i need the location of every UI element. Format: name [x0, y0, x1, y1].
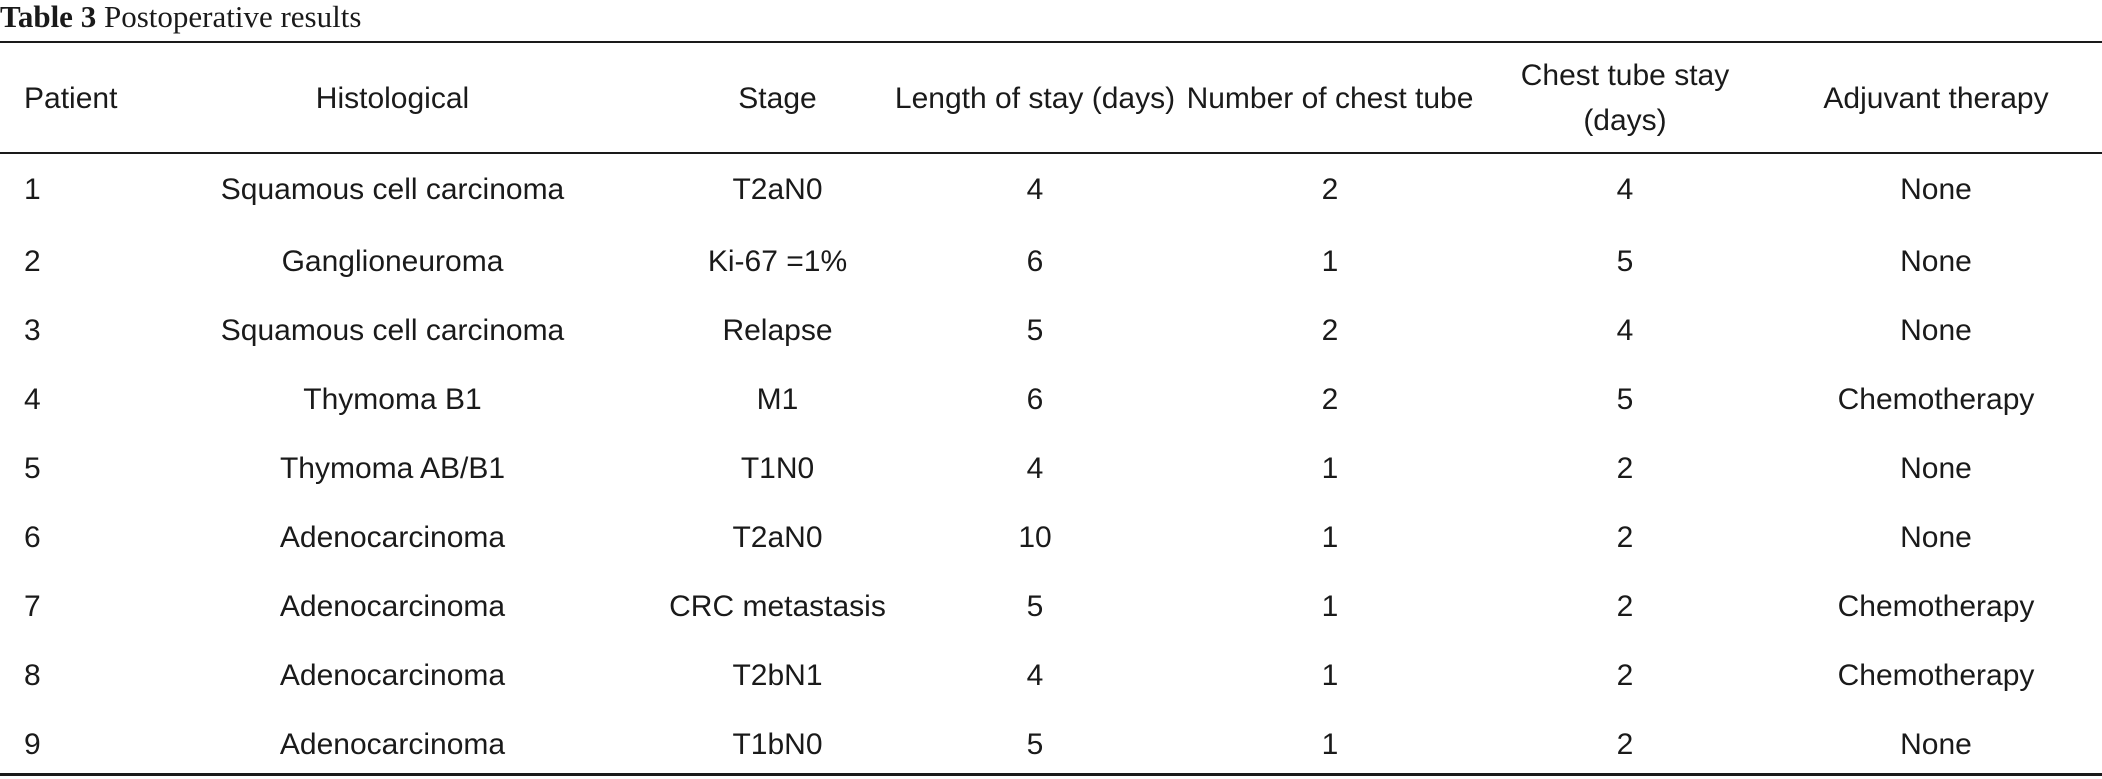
cell-number-of-chest-tube: 1 [1321, 589, 1339, 623]
cell-stage: T1N0 [740, 451, 815, 485]
cell-stage: CRC metastasis [669, 589, 886, 623]
table-row: 3 Squamous cell carcinoma Relapse 5 2 4 None [0, 296, 2102, 365]
cell-histological: Ganglioneuroma [281, 244, 504, 278]
cell-adjuvant-therapy: None [1900, 520, 1972, 554]
cell-histological: Adenocarcinoma [279, 520, 506, 554]
cell-chest-tube-stay: 2 [1616, 727, 1634, 761]
cell-length-of-stay: 6 [1026, 382, 1044, 416]
cell-length-of-stay: 4 [1026, 451, 1044, 485]
cell-number-of-chest-tube: 1 [1321, 727, 1339, 761]
table-bottom-rule [0, 773, 2102, 776]
table-row: 4 Thymoma B1 M1 6 2 5 Chemotherapy [0, 365, 2102, 434]
cell-histological: Thymoma AB/B1 [279, 451, 506, 485]
cell-stage: Ki-67 =1% [707, 244, 848, 278]
cell-patient: 9 [24, 727, 41, 761]
cell-adjuvant-therapy: None [1900, 451, 1972, 485]
column-header-patient: Patient [24, 81, 118, 115]
column-header-histological: Histological [315, 81, 470, 115]
table-caption-title: Postoperative results [103, 0, 362, 34]
table-row: 7 Adenocarcinoma CRC metastasis 5 1 2 Chemothe… [0, 572, 2102, 641]
table-row: 6 Adenocarcinoma T2aN0 10 1 2 None [0, 503, 2102, 572]
cell-length-of-stay: 5 [1026, 313, 1044, 347]
cell-histological: Squamous cell carcinoma [220, 173, 565, 206]
cell-patient: 7 [24, 589, 41, 623]
cell-chest-tube-stay: 4 [1616, 173, 1634, 206]
cell-adjuvant-therapy: None [1900, 727, 1972, 761]
cell-length-of-stay: 5 [1026, 589, 1044, 623]
column-header-number-of-chest-tube: Number of chest tube [1186, 81, 1474, 115]
cell-adjuvant-therapy: Chemotherapy [1837, 382, 2035, 416]
cell-patient: 1 [24, 173, 41, 206]
cell-stage: T2aN0 [732, 173, 823, 206]
table-top-rule [0, 41, 2102, 43]
cell-chest-tube-stay: 5 [1616, 382, 1634, 416]
cell-adjuvant-therapy: None [1900, 244, 1972, 278]
cell-stage: T1bN0 [732, 727, 823, 761]
table-header-row: Patient Histological Stage Length of stay (… [0, 43, 2102, 153]
cell-adjuvant-therapy: Chemotherapy [1837, 658, 2035, 692]
cell-patient: 4 [24, 382, 41, 416]
cell-stage: T2aN0 [732, 520, 823, 554]
cell-length-of-stay: 4 [1026, 173, 1044, 206]
table-header-rule [0, 152, 2102, 154]
cell-length-of-stay: 4 [1026, 658, 1044, 692]
cell-chest-tube-stay: 4 [1616, 313, 1634, 347]
cell-patient: 6 [24, 520, 41, 554]
cell-length-of-stay: 5 [1026, 727, 1044, 761]
cell-histological: Adenocarcinoma [279, 589, 506, 623]
table-row: 8 Adenocarcinoma T2bN1 4 1 2 Chemotherapy [0, 641, 2102, 710]
cell-number-of-chest-tube: 2 [1321, 382, 1339, 416]
cell-chest-tube-stay: 2 [1616, 520, 1634, 554]
cell-chest-tube-stay: 2 [1616, 589, 1634, 623]
cell-patient: 5 [24, 451, 41, 485]
table-caption-label: Table 3 [0, 0, 97, 34]
cell-length-of-stay: 10 [1018, 520, 1052, 554]
column-header-chest-tube-stay: Chest tube stay (days) [1520, 59, 1730, 137]
cell-chest-tube-stay: 2 [1616, 451, 1634, 485]
table-row: 2 Ganglioneuroma Ki-67 =1% 6 1 5 None [0, 227, 2102, 296]
cell-chest-tube-stay: 2 [1616, 658, 1634, 692]
cell-number-of-chest-tube: 1 [1321, 451, 1339, 485]
table-row: 1 Squamous cell carcinoma T2aN0 4 2 4 None [0, 153, 2102, 227]
cell-histological: Adenocarcinoma [279, 658, 506, 692]
cell-chest-tube-stay: 5 [1616, 244, 1634, 278]
cell-patient: 8 [24, 658, 41, 692]
cell-number-of-chest-tube: 1 [1321, 658, 1339, 692]
column-header-adjuvant-therapy: Adjuvant therapy [1823, 81, 2049, 115]
cell-histological: Adenocarcinoma [279, 727, 506, 761]
cell-adjuvant-therapy: None [1900, 173, 1972, 206]
postoperative-results-table: Patient Histological Stage Length of stay (… [0, 43, 2102, 779]
cell-number-of-chest-tube: 2 [1321, 313, 1339, 347]
cell-adjuvant-therapy: None [1900, 313, 1972, 347]
table-caption: Table 3 Postoperative results [0, 0, 361, 40]
cell-stage: Relapse [722, 313, 833, 347]
cell-histological: Squamous cell carcinoma [220, 313, 565, 347]
cell-number-of-chest-tube: 2 [1321, 173, 1339, 206]
cell-number-of-chest-tube: 1 [1321, 244, 1339, 278]
table-body: 1 Squamous cell carcinoma T2aN0 4 2 4 None 2 Gan… [0, 153, 2102, 779]
table-row: 9 Adenocarcinoma T1bN0 5 1 2 None [0, 710, 2102, 779]
cell-adjuvant-therapy: Chemotherapy [1837, 589, 2035, 623]
column-header-stage: Stage [738, 81, 817, 115]
cell-stage: T2bN1 [732, 658, 823, 692]
column-header-length-of-stay: Length of stay (days) [894, 81, 1176, 115]
cell-stage: M1 [756, 382, 799, 416]
cell-patient: 2 [24, 244, 41, 278]
cell-length-of-stay: 6 [1026, 244, 1044, 278]
cell-number-of-chest-tube: 1 [1321, 520, 1339, 554]
cell-histological: Thymoma B1 [303, 382, 482, 416]
table-row: 5 Thymoma AB/B1 T1N0 4 1 2 None [0, 434, 2102, 503]
cell-patient: 3 [24, 313, 41, 347]
